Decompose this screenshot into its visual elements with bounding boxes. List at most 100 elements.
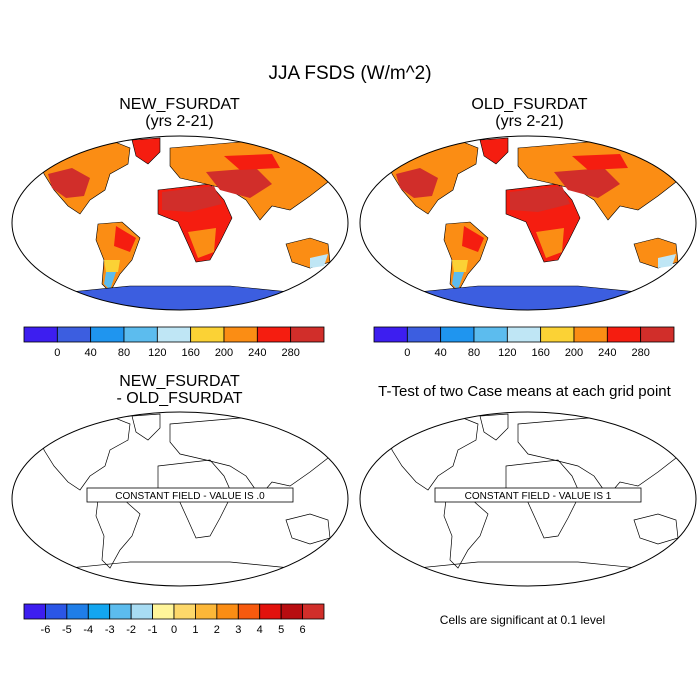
region-patagonia [452, 272, 464, 290]
colorbar-swatch [123, 326, 158, 343]
region-brazil [462, 226, 484, 252]
colorbar-tick-label: 280 [631, 347, 649, 359]
colorbar-tick-label: 120 [148, 347, 166, 359]
colorbar-tick-label: 200 [565, 347, 583, 359]
colorbar-tick-label: 80 [118, 347, 130, 359]
colorbar-swatch [190, 326, 225, 343]
region-southern-africa [188, 228, 216, 258]
panel-title-diff: NEW_FSURDAT - OLD_FSURDAT [12, 373, 347, 407]
colorbar-tick-label: 4 [257, 624, 263, 636]
colorbar-tick-label: -4 [83, 624, 93, 636]
coastline-antarctica [12, 561, 348, 586]
colorbar-tick-label: 0 [404, 347, 410, 359]
panel-title-line1: NEW_FSURDAT [119, 373, 240, 390]
region-antarctica [12, 285, 348, 310]
colorbar-swatch [152, 603, 175, 620]
colorbar-tick-label: 120 [498, 347, 516, 359]
colorbar-tick-label: 240 [248, 347, 266, 359]
coastline-greenland [479, 413, 509, 441]
colorbar-swatch [87, 603, 111, 620]
colorbar-fsds-new: 0 40 80 120 160 200 240 280 [23, 326, 325, 359]
region-argentina [452, 260, 468, 272]
map-old-fsurdat [359, 135, 697, 311]
colorbar-tick-label: 40 [435, 347, 447, 359]
colorbar-swatch [290, 326, 325, 343]
colorbar-tick-label: 240 [598, 347, 616, 359]
colorbar-tick-label: 3 [235, 624, 241, 636]
panel-title-line1: OLD_FSURDAT [471, 96, 588, 113]
region-sahara [162, 186, 222, 212]
coastline-samerica [443, 497, 489, 569]
colorbar-swatch [23, 603, 46, 620]
region-australia-south [658, 254, 676, 268]
coastline-eurasia [169, 417, 341, 497]
coastline-australia [633, 513, 679, 545]
colorbar-swatch [259, 603, 282, 620]
colorbar-swatch [156, 326, 192, 343]
region-us-southwest [48, 168, 90, 198]
colorbar-swatch [223, 326, 258, 343]
colorbar-swatch [237, 603, 261, 620]
map-difference: CONSTANT FIELD - VALUE IS .0 [11, 411, 349, 587]
region-middle-east [554, 168, 620, 198]
colorbar-tick-label: -5 [62, 624, 72, 636]
constant-field-box [434, 487, 642, 503]
colorbar-tick-label: 280 [281, 347, 299, 359]
region-us-southwest [396, 168, 438, 198]
panel-title-ttest: T-Test of two Case means at each grid po… [378, 383, 671, 400]
panel-title-line2: (yrs 2-21) [145, 113, 214, 130]
region-central-asia [572, 154, 628, 170]
panel-title-line2: - OLD_FSURDAT [116, 390, 243, 407]
colorbar-swatch [256, 326, 292, 343]
region-sahara [510, 186, 570, 212]
coastline-samerica [95, 497, 141, 569]
panel-title-new: NEW_FSURDAT (yrs 2-21) [12, 96, 347, 130]
colorbar-tick-label: 1 [192, 624, 198, 636]
colorbar-difference: -6 -5 -4 -3 -2 -1 0 1 2 3 4 5 6 [23, 603, 325, 636]
colorbar-swatch [45, 603, 68, 620]
colorbar-tick-label: 80 [468, 347, 480, 359]
colorbar-swatch [440, 326, 475, 343]
map-new-fsurdat [11, 135, 349, 311]
colorbar-tick-label: -1 [148, 624, 158, 636]
map-border [11, 135, 349, 311]
region-argentina [104, 260, 120, 272]
significance-note: Cells are significant at 0.1 level [439, 613, 606, 627]
colorbar-swatch [640, 326, 675, 343]
coastline-eurasia [517, 417, 689, 497]
colorbar-swatch [302, 603, 325, 620]
colorbar-swatch [216, 603, 239, 620]
colorbar-swatch [90, 326, 125, 343]
region-greenland [131, 137, 161, 165]
panel-title-line1: NEW_FSURDAT [119, 96, 240, 113]
colorbar-tick-label: -2 [126, 624, 136, 636]
constant-field-box [86, 487, 294, 503]
colorbar-swatch [373, 326, 408, 343]
colorbar-swatch [109, 603, 132, 620]
colorbar-swatch [606, 326, 642, 343]
colorbar-swatch [173, 603, 196, 620]
colorbar-swatch [195, 603, 218, 620]
colorbar-tick-label: -3 [105, 624, 115, 636]
coastline-greenland [131, 413, 161, 441]
region-brazil [114, 226, 136, 252]
colorbar-tick-label: 200 [215, 347, 233, 359]
coastline-antarctica [360, 561, 696, 586]
constant-field-label: CONSTANT FIELD - VALUE IS .0 [115, 491, 265, 502]
colorbar-tick-label: 0 [54, 347, 60, 359]
colorbar-swatch [540, 326, 575, 343]
region-central-asia [224, 154, 280, 170]
colorbar-swatch [573, 326, 608, 343]
colorbar-tick-label: 6 [300, 624, 306, 636]
colorbar-swatch [506, 326, 542, 343]
constant-field-label: CONSTANT FIELD - VALUE IS 1 [465, 491, 612, 502]
colorbar-tick-label: 5 [278, 624, 284, 636]
colorbar-tick-label: 2 [214, 624, 220, 636]
map-border [359, 135, 697, 311]
colorbar-swatch [130, 603, 153, 620]
colorbar-tick-label: 160 [181, 347, 199, 359]
colorbar-fsds-old: 0 40 80 120 160 200 240 280 [373, 326, 675, 359]
panel-title-old: OLD_FSURDAT (yrs 2-21) [362, 96, 697, 130]
colorbar-tick-label: 160 [531, 347, 549, 359]
colorbar-swatch [56, 326, 92, 343]
